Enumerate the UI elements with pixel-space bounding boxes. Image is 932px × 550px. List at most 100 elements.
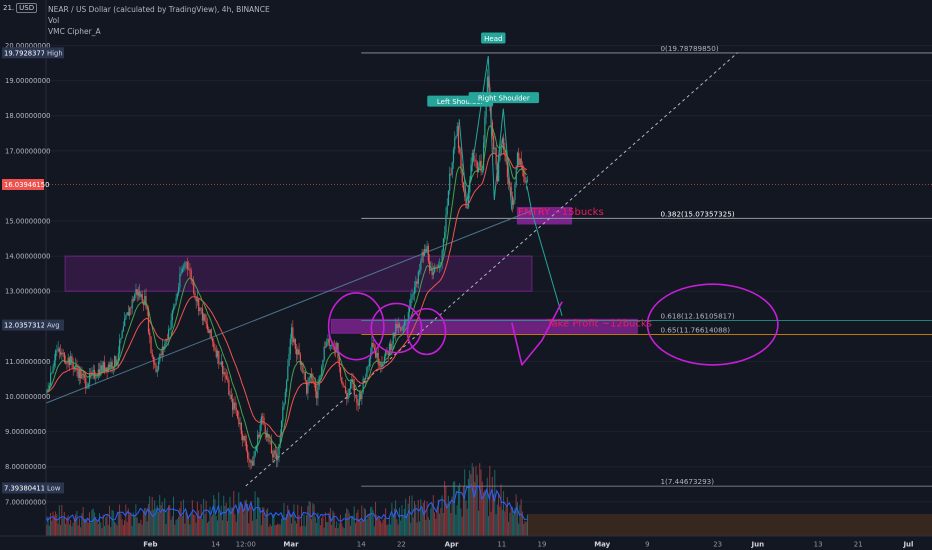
volume-indicator-label[interactable]: Vol [48,16,60,25]
candle-body [347,392,349,400]
candle-body [298,349,300,355]
volume-bar [171,516,173,536]
volume-bar [442,513,444,536]
volume-bar [339,514,341,536]
candle-body [250,461,253,463]
y-axis-tick-label: 14.00000000 [5,253,50,261]
candle-body [132,299,135,301]
currency-badge[interactable]: USD [16,3,38,13]
candle-body [343,385,345,387]
candle-body [51,372,53,374]
volume-bar [116,525,118,536]
volume-bar [318,518,320,536]
candle-body [421,252,423,261]
candle-body [417,271,419,284]
volume-bar [518,523,520,536]
cipher-indicator-label[interactable]: VMC Cipher_A [48,27,101,36]
x-axis-tick-label: 19 [538,541,547,549]
volume-bar [52,511,54,536]
candle-body [198,299,200,312]
volume-bar [275,525,277,536]
volume-bar [231,507,233,536]
volume-bar [514,508,516,536]
volume-bar [208,521,210,536]
candle-body [65,362,67,364]
volume-bar [62,517,64,536]
volume-bar [268,526,270,536]
candle-body [96,376,98,378]
volume-bar [516,502,518,536]
candle-body [349,382,352,390]
volume-bar [100,522,102,536]
volume-bar [308,500,310,536]
volume-bar [238,492,240,536]
candle-body [200,307,202,309]
candle-body [342,383,344,386]
volume-bar [333,512,335,536]
candle-body [316,391,318,399]
volume-bar [130,512,132,536]
pattern-label-text: Left Shoulder [437,98,484,106]
volume-bar [243,513,245,536]
x-axis-tick-label: Jun [751,541,765,549]
candle-body [434,267,436,273]
candle-body [288,353,290,367]
volume-bar [298,515,300,536]
volume-bar [336,521,338,536]
candle-body [390,343,392,350]
volume-bar [90,522,92,536]
candle-body [287,366,289,381]
volume-bar [56,514,58,536]
candle-body [446,205,448,215]
volume-bar [70,519,72,536]
candle-body [339,367,342,378]
volume-bar [471,463,473,536]
symbol-title[interactable]: NEAR / US Dollar (calculated by TradingV… [48,5,270,14]
volume-bar [456,505,458,536]
candle-body [76,365,78,371]
price-badge-value: 7.39380411 [4,484,45,492]
candle-body [47,389,49,390]
volume-bar [506,497,508,536]
volume-bar [326,521,328,536]
volume-bar [354,523,356,536]
candle-body [395,323,397,336]
candle-body [353,384,355,396]
volume-bar [245,499,247,536]
y-axis-tick-label: 9.00000000 [5,428,46,436]
candle-body [66,363,68,365]
candle-body [375,349,377,358]
candle-body [139,291,141,297]
volume-bar [47,516,49,536]
candle-body [405,320,407,321]
candle-body [48,385,50,390]
volume-bar [160,505,162,536]
candle-body [367,365,369,367]
volume-bar [425,520,427,536]
candle-body [336,342,338,351]
candle-body [156,369,158,372]
volume-bar [422,502,424,536]
price-badge-tag: Avg [47,322,60,330]
volume-bar [494,469,496,536]
volume-bar [361,505,363,536]
volume-bar [314,517,316,536]
price-badge-tag: High [47,49,63,57]
volume-bar [309,502,311,536]
candle-body [396,323,398,329]
volume-bar [206,522,208,536]
candle-body [60,351,62,355]
volume-bar [57,523,59,536]
candle-body [457,126,460,149]
volume-bar [244,500,246,536]
candle-body [225,375,227,379]
candle-body [86,386,88,389]
candle-body [488,76,490,88]
candle-body [445,214,447,233]
take-profit-annotation: Take Profit ~12bucks [546,318,652,329]
x-axis-tick-label: 22 [397,541,406,549]
candle-body [365,377,367,380]
candle-body [258,434,260,438]
candle-body [348,389,350,393]
